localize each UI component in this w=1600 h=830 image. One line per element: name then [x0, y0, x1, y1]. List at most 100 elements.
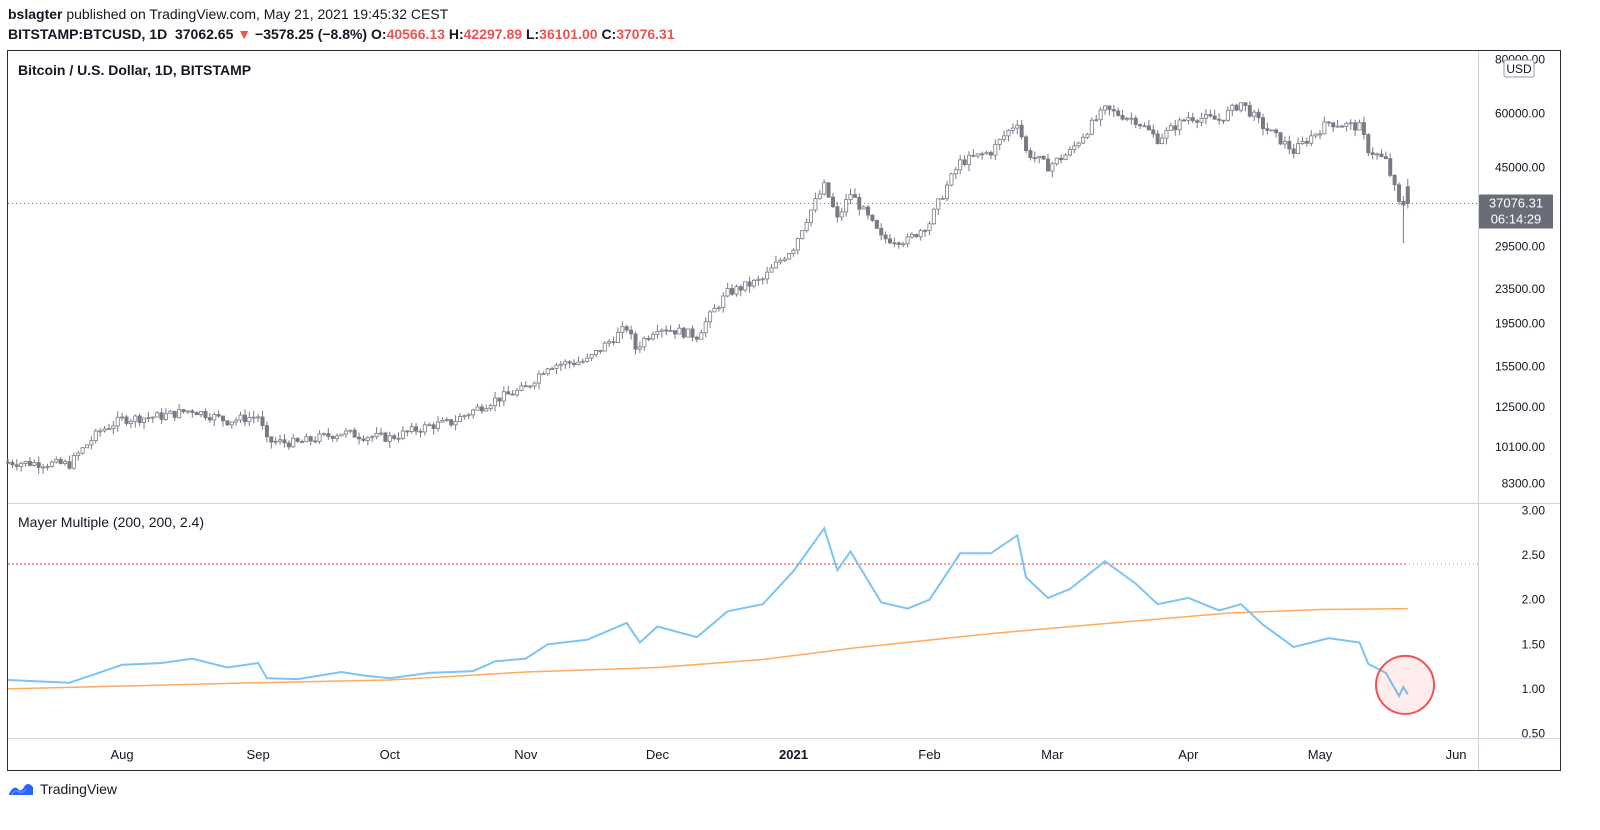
symbol-header: BITSTAMP:BTCUSD, 1D 37062.65 ▼ −3578.25 …	[8, 26, 675, 42]
candle-body	[23, 460, 28, 464]
candle-body	[278, 439, 283, 442]
candle-body	[1318, 133, 1323, 136]
candle-body	[264, 425, 269, 438]
candle-body	[830, 196, 835, 208]
tradingview-logo-icon	[9, 784, 33, 796]
candle-body	[339, 433, 344, 437]
time-tick-label: 2021	[779, 747, 808, 762]
candle-body	[93, 430, 98, 442]
candle-body	[291, 437, 296, 448]
candle-body	[839, 211, 844, 218]
candle-body	[677, 327, 682, 335]
candle-body	[409, 426, 414, 432]
low-label: L:	[525, 26, 540, 42]
indicator-tick-label: 2.00	[1522, 593, 1546, 607]
time-tick-label: Dec	[646, 747, 670, 762]
candle-body	[589, 354, 594, 359]
candle-body	[497, 397, 502, 402]
candle-body	[817, 193, 822, 200]
candle-body	[734, 286, 739, 295]
candle-body	[67, 461, 72, 469]
candle-body	[681, 327, 686, 338]
footer-brand[interactable]: TradingView	[40, 781, 118, 797]
author-name[interactable]: bslagter	[8, 6, 63, 22]
price-tick-label: 19500.00	[1495, 317, 1545, 331]
candle-body	[155, 412, 160, 418]
candle-body	[585, 357, 590, 362]
candle-body	[958, 159, 963, 171]
currency-box[interactable]	[1503, 59, 1535, 78]
candle-body	[1116, 110, 1121, 116]
candle-body	[655, 330, 660, 336]
candle-body	[1296, 143, 1301, 154]
candle-body	[137, 415, 142, 423]
candle-body	[256, 416, 261, 419]
candle-body	[791, 249, 796, 255]
candle-body	[966, 154, 971, 165]
candle-body	[251, 416, 256, 419]
candle-body	[523, 385, 528, 388]
candle-body	[940, 197, 945, 200]
candle-body	[668, 330, 673, 332]
candle-body	[392, 435, 397, 439]
candle-body	[804, 222, 809, 232]
candle-body	[1107, 105, 1112, 110]
candle-body	[172, 410, 177, 418]
candle-body	[295, 437, 300, 442]
candle-body	[1392, 175, 1397, 186]
time-tick-label: May	[1308, 747, 1333, 762]
candle-body	[532, 382, 537, 387]
candle-body	[1225, 109, 1230, 121]
candle-body	[365, 437, 370, 441]
candle-body	[374, 432, 379, 438]
price-pane[interactable]: Bitcoin / U.S. Dollar, 1D, BITSTAMP 8000…	[6, 53, 1553, 491]
candle-body	[493, 397, 498, 407]
candle-body	[712, 308, 717, 313]
candle-body	[111, 425, 116, 430]
candle-body	[269, 436, 274, 443]
candle-body	[980, 153, 985, 156]
candle-body	[361, 438, 366, 441]
candle-body	[1234, 104, 1239, 111]
candle-body	[163, 413, 168, 420]
candle-body	[168, 410, 173, 415]
candle-body	[1120, 114, 1125, 120]
candle-body	[106, 428, 111, 431]
candle-body	[396, 437, 401, 440]
candle-body	[10, 461, 15, 466]
candle-body	[1304, 141, 1309, 144]
candle-body	[225, 420, 230, 426]
candle-body	[953, 169, 958, 175]
candle-body	[787, 253, 792, 260]
candle-body	[1081, 136, 1086, 144]
candle-body	[1098, 109, 1103, 121]
candle-body	[694, 336, 699, 340]
candle-body	[260, 416, 265, 427]
candle-body	[1089, 119, 1094, 135]
candle-body	[918, 230, 923, 238]
candle-body	[563, 361, 568, 365]
candle-body	[1195, 120, 1200, 123]
candle-body	[444, 419, 449, 421]
indicator-pane[interactable]: Mayer Multiple (200, 200, 2.4) 3.00 2.50 2…	[7, 503, 1546, 741]
candle-body	[304, 436, 309, 443]
indicator-tick-label: 3.00	[1522, 503, 1546, 517]
candle-body	[1383, 156, 1388, 159]
candle-body	[471, 409, 476, 416]
candle-body	[664, 329, 669, 332]
candle-body	[1260, 117, 1265, 130]
indicator-tick-label: 2.50	[1522, 548, 1546, 562]
price-tick-label: 15500.00	[1495, 360, 1545, 374]
candle-body	[901, 243, 906, 246]
candle-body	[607, 341, 612, 344]
candle-body	[576, 361, 581, 365]
candle-body	[997, 138, 1002, 145]
candle-body	[150, 416, 155, 419]
candle-body	[988, 152, 993, 156]
candle-body	[383, 432, 388, 442]
close-label: C:	[601, 26, 617, 42]
candle-body	[36, 462, 41, 468]
candle-body	[1313, 133, 1318, 137]
publish-header: bslagter published on TradingView.com, M…	[8, 6, 448, 22]
